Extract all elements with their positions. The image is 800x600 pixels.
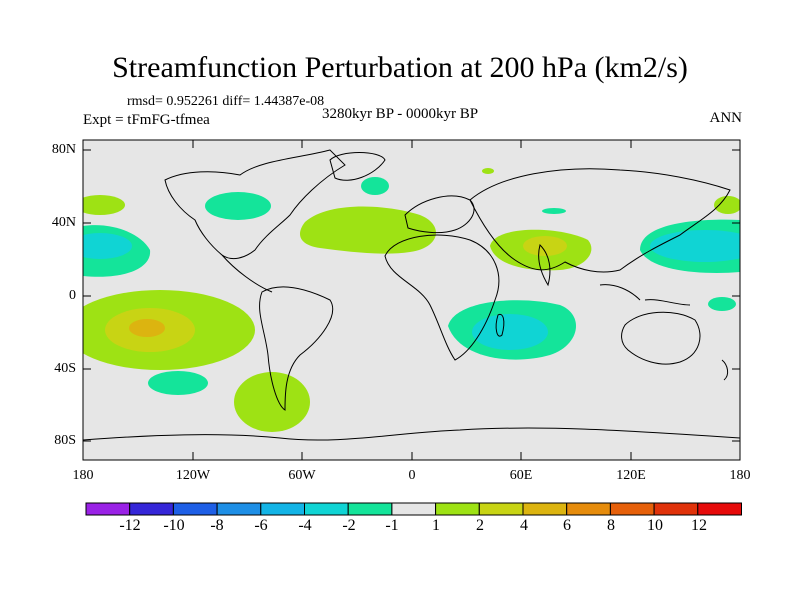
contour-positive-1 <box>234 372 310 432</box>
colorbar-label: 8 <box>607 517 615 534</box>
lon-label: 120E <box>616 468 646 483</box>
colorbar-label: 6 <box>563 517 571 534</box>
colorbar-box <box>435 502 480 516</box>
colorbar-box <box>478 502 524 516</box>
experiment-text: Expt = tFmFG-tfmea <box>83 112 210 128</box>
stats-text: rmsd= 0.952261 diff= 1.44387e-08 <box>127 94 325 109</box>
lat-label: 80S <box>54 433 76 448</box>
contour-negative-2 <box>472 314 548 350</box>
plot-title: Streamfunction Perturbation at 200 hPa (… <box>112 51 688 84</box>
colorbar-box <box>304 502 349 516</box>
contour-positive-1 <box>300 206 437 254</box>
lat-ticks <box>83 149 740 442</box>
contour-field <box>83 149 740 441</box>
colorbar-box <box>85 502 131 516</box>
contour-negative-2 <box>650 230 740 262</box>
colorbar-label: -12 <box>119 517 141 534</box>
season-label: ANN <box>709 110 743 126</box>
colorbar-box <box>216 502 262 516</box>
colorbar-box <box>260 502 305 516</box>
colorbar-label: 12 <box>691 517 707 534</box>
colorbar-box <box>391 502 437 516</box>
colorbar-box <box>129 502 174 516</box>
lon-ticks <box>192 140 632 460</box>
colorbar-label: 2 <box>476 517 484 534</box>
contour-positive-1 <box>482 168 494 174</box>
contour-positive-1 <box>714 196 740 214</box>
colorbar <box>85 502 742 516</box>
period-text: 3280kyr BP - 0000kyr BP <box>321 106 479 122</box>
lat-label: 40S <box>54 361 76 376</box>
contour-negative-1 <box>361 177 389 195</box>
lon-label: 180 <box>729 468 751 483</box>
colorbar-label: -4 <box>298 517 312 534</box>
colorbar-label: -2 <box>342 517 356 534</box>
coastlines <box>83 149 740 441</box>
lon-label: 180 <box>72 468 94 483</box>
lon-label: 60W <box>288 468 316 483</box>
contour-positive-1 <box>83 195 125 215</box>
contour-positive-2 <box>523 236 567 256</box>
colorbar-box <box>653 502 699 516</box>
colorbar-box <box>347 502 393 516</box>
contour-negative-1 <box>542 208 566 214</box>
colorbar-box <box>566 502 611 516</box>
lat-label: 0 <box>69 288 76 303</box>
lat-label: 40N <box>51 215 76 230</box>
colorbar-box <box>609 502 655 516</box>
colorbar-label: 1 <box>432 517 440 534</box>
colorbar-label: -1 <box>385 517 399 534</box>
contour-negative-2 <box>83 233 132 259</box>
contour-negative-1 <box>205 192 271 220</box>
colorbar-box <box>172 502 218 516</box>
lat-label: 80N <box>51 142 76 157</box>
contour-positive-3 <box>129 319 165 337</box>
lon-label: 0 <box>408 468 416 483</box>
colorbar-label: -6 <box>254 517 268 534</box>
colorbar-label: 10 <box>647 517 663 534</box>
colorbar-label: -8 <box>210 517 224 534</box>
colorbar-box <box>522 502 568 516</box>
lon-label: 120W <box>175 468 211 483</box>
colorbar-label: 4 <box>520 517 528 534</box>
colorbar-box <box>697 502 742 516</box>
colorbar-label: -10 <box>163 517 185 534</box>
contour-negative-1 <box>708 297 736 311</box>
lon-label: 60E <box>509 468 533 483</box>
contour-negative-1 <box>148 371 208 395</box>
